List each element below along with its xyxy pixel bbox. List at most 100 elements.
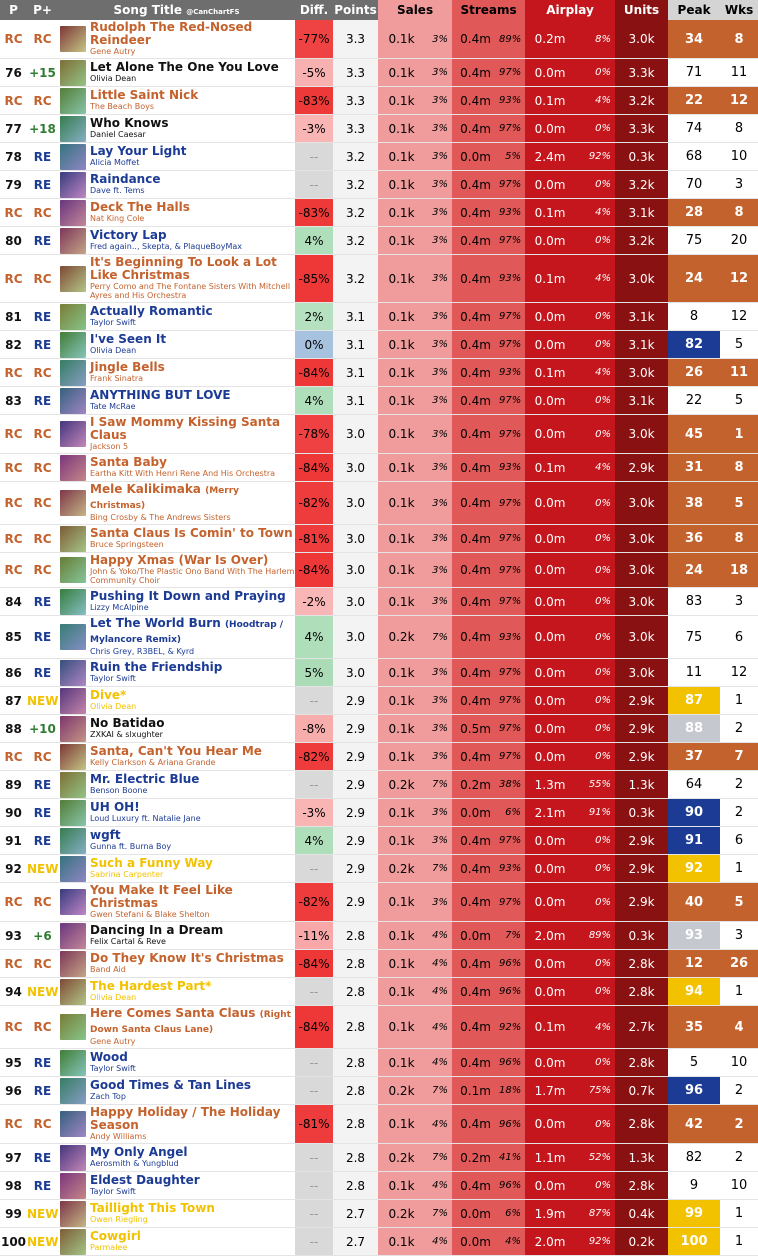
- thumbnail: [60, 359, 86, 386]
- song-title: Happy Xmas (War Is Over): [90, 553, 269, 567]
- thumbnail-cell: [58, 1076, 88, 1105]
- diff: --: [295, 1048, 334, 1077]
- streams: 0.2m: [452, 770, 500, 799]
- weeks: 26: [720, 949, 758, 978]
- streams: 0.4m: [452, 302, 500, 331]
- points: 3.1: [333, 330, 379, 359]
- artist: Felix Cartal & Reve: [90, 937, 166, 946]
- units: 3.0k: [615, 658, 669, 687]
- weeks: 8: [720, 453, 758, 482]
- peak: 70: [668, 170, 721, 199]
- airplay: 0.0m: [525, 714, 576, 743]
- position-change: RC: [27, 742, 58, 771]
- airplay: 0.0m: [525, 330, 576, 359]
- artist: Taylor Swift: [90, 1064, 136, 1073]
- artist: Lizzy McAlpine: [90, 603, 149, 612]
- thumbnail-cell: [58, 977, 88, 1006]
- airplay-pct: 4%: [575, 453, 616, 482]
- streams: 0.4m: [452, 114, 500, 143]
- sales-pct: 7%: [425, 1199, 453, 1228]
- chart-row: RC RC Here Comes Santa Claus (Right Down S…: [0, 1005, 758, 1049]
- position-change: RE: [27, 386, 58, 415]
- song-title: wgft: [90, 828, 121, 842]
- streams: 0.4m: [452, 330, 500, 359]
- thumbnail-cell: [58, 1143, 88, 1172]
- streams-pct: 93%: [499, 198, 526, 227]
- peak: 38: [668, 481, 721, 525]
- song-title-line: Pushing It Down and Praying: [88, 589, 295, 603]
- artist: Olivia Dean: [90, 74, 137, 83]
- thumbnail: [60, 687, 86, 714]
- position: RC: [0, 453, 27, 482]
- artist: Taylor Swift: [90, 1187, 136, 1196]
- sales: 0.2k: [378, 1076, 426, 1105]
- song-title: The Hardest Part*: [90, 979, 212, 993]
- chart-row: 85 RE Let The World Burn (Hoodtrap / Mylan…: [0, 615, 758, 659]
- airplay-pct: 8%: [575, 20, 616, 59]
- peak: 82: [668, 1143, 721, 1172]
- streams-pct: 93%: [499, 86, 526, 115]
- thumbnail: [60, 715, 86, 742]
- streams: 0.4m: [452, 254, 500, 303]
- chart-row: 100 NEW Cowgirl Parmalee -- 2.7 0.1k 4% 0.0m 4% 2.…: [0, 1227, 758, 1256]
- units: 3.0k: [615, 414, 669, 454]
- song-title: Dive*: [90, 688, 127, 702]
- airplay-pct: 0%: [575, 977, 616, 1006]
- diff: -11%: [295, 921, 334, 950]
- song-title-line: wgft: [88, 828, 295, 842]
- song-title: UH OH!: [90, 800, 140, 814]
- song-title: Deck The Halls: [90, 200, 190, 214]
- sales-pct: 3%: [425, 587, 453, 616]
- units: 3.3k: [615, 58, 669, 87]
- sales-pct: 3%: [425, 330, 453, 359]
- position-change: RE: [27, 330, 58, 359]
- song-title: Actually Romantic: [90, 304, 213, 318]
- diff: -81%: [295, 524, 334, 553]
- thumbnail: [60, 525, 86, 552]
- song-cell: Let Alone The One You Love Olivia Dean: [88, 58, 296, 87]
- thumbnail-cell: [58, 524, 88, 553]
- position: 86: [0, 658, 27, 687]
- position: RC: [0, 742, 27, 771]
- sales: 0.2k: [378, 854, 426, 883]
- streams: 0.4m: [452, 882, 500, 922]
- position-change: +10: [27, 714, 58, 743]
- sales: 0.1k: [378, 949, 426, 978]
- song-title: I Saw Mommy Kissing Santa Claus: [90, 415, 281, 442]
- weeks: 2: [720, 1104, 758, 1144]
- weeks: 10: [720, 142, 758, 171]
- position-change: +15: [27, 58, 58, 87]
- song-cell: Lay Your Light Alicia Moffet: [88, 142, 296, 171]
- position: 99: [0, 1199, 27, 1228]
- header-cell: Song Title @CanChartFS: [58, 0, 296, 20]
- header-cell: Streams: [452, 0, 526, 20]
- sales-pct: 3%: [425, 302, 453, 331]
- position-change: RC: [27, 358, 58, 387]
- streams: 0.4m: [452, 686, 500, 715]
- streams-pct: 7%: [499, 921, 526, 950]
- header-cell: Airplay: [525, 0, 616, 20]
- artist: Fred again.., Skepta, & PlaqueBoyMax: [90, 242, 243, 251]
- position: RC: [0, 1104, 27, 1144]
- song-title-line: Eldest Daughter: [88, 1173, 295, 1187]
- diff: --: [295, 977, 334, 1006]
- song-cell: Mele Kalikimaka (Merry Christmas) Bing Cr…: [88, 481, 296, 525]
- song-cell: Dive* Olivia Dean: [88, 686, 296, 715]
- peak: 88: [668, 714, 721, 743]
- streams: 0.4m: [452, 949, 500, 978]
- song-title-line: Rudolph The Red-Nosed Reindeer: [88, 20, 295, 47]
- position-change: RC: [27, 552, 58, 588]
- sales-pct: 3%: [425, 552, 453, 588]
- airplay-pct: 0%: [575, 1171, 616, 1200]
- thumbnail-cell: [58, 921, 88, 950]
- song-title-line: Dancing In a Dream: [88, 923, 295, 937]
- artist: Aerosmith & Yungblud: [90, 1159, 179, 1168]
- song-title: Santa, Can't You Hear Me: [90, 744, 262, 758]
- streams: 0.4m: [452, 386, 500, 415]
- points: 3.2: [333, 198, 379, 227]
- peak: 9: [668, 1171, 721, 1200]
- header-cell: P+: [27, 0, 58, 20]
- sales: 0.1k: [378, 977, 426, 1006]
